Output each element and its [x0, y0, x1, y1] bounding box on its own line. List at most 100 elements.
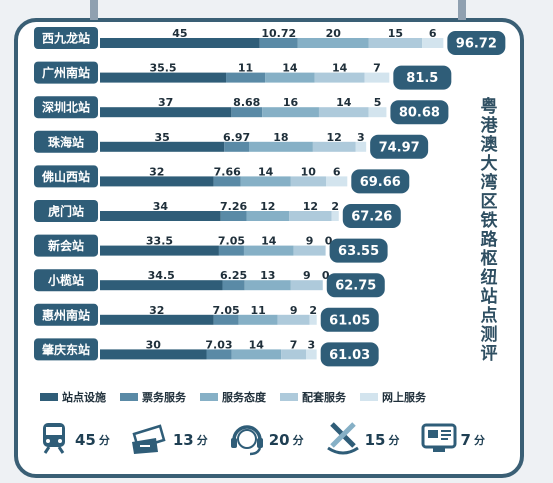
bar-segment: [262, 107, 319, 118]
bar-value-label: 33.5: [146, 235, 173, 248]
total-value: 69.66: [360, 175, 401, 190]
legend: 站点设施 票务服务 服务态度 配套服务 网上服务: [40, 389, 426, 405]
legend-label: 票务服务: [142, 391, 186, 404]
bar-segment: [100, 38, 260, 48]
web-icon: [420, 420, 458, 460]
bar-value-label: 14: [261, 235, 277, 248]
total-badge: [393, 65, 452, 90]
bar-value-label: 12: [303, 200, 318, 213]
legend-swatch: [120, 393, 138, 401]
tickets-icon: [130, 420, 170, 460]
total-value: 61.03: [329, 348, 370, 363]
station-label-bg: [34, 130, 98, 153]
bar-value-label: 9: [306, 235, 314, 248]
bar-segment: [100, 176, 214, 187]
total-badge: [342, 204, 401, 228]
station-label-bg: [34, 165, 98, 188]
total-value: 67.26: [351, 210, 392, 225]
bar-segment: [325, 176, 348, 187]
bar-value-label: 13: [260, 269, 275, 282]
station-label: 佛山西站: [41, 169, 90, 184]
bar-value-label: 12: [260, 200, 275, 213]
bar-value-label: 14: [249, 338, 265, 351]
total-value: 74.97: [379, 140, 420, 155]
station-label: 西九龙站: [42, 31, 90, 46]
bar-segment: [422, 38, 444, 48]
bar-value-label: 34.5: [148, 269, 175, 282]
bar-segment: [226, 72, 266, 83]
total-badge: [329, 238, 388, 263]
bar-segment: [231, 107, 263, 118]
bar-segment: [100, 245, 219, 256]
bar-value-label: 35.5: [149, 62, 176, 75]
bar-value-label: 12: [327, 131, 342, 144]
max-score-item: 20 分: [228, 420, 304, 460]
headset-icon: [228, 420, 266, 460]
bar-value-label: 35: [154, 131, 169, 144]
bar-segment: [100, 141, 225, 152]
station-label: 深圳北站: [42, 100, 90, 115]
bar-segment: [220, 211, 247, 221]
bar-value-label: 0: [325, 235, 333, 248]
frame-tab-right: [458, 0, 466, 20]
total-badge: [351, 169, 410, 194]
bar-value-label: 2: [331, 200, 339, 213]
bar-segment: [100, 72, 227, 83]
bar-segment: [100, 280, 223, 291]
bar-value-label: 37: [158, 96, 173, 109]
bar-value-label: 7.66: [214, 165, 241, 178]
max-score-unit: 分: [292, 434, 304, 447]
legend-item: 服务态度: [200, 389, 266, 405]
total-value: 96.72: [456, 37, 497, 52]
legend-swatch: [280, 393, 298, 401]
station-label-bg: [34, 338, 98, 361]
legend-swatch: [360, 393, 378, 401]
legend-swatch: [200, 393, 218, 401]
bar-value-label: 14: [258, 165, 274, 178]
bar-segment: [240, 176, 291, 187]
legend-label: 配套服务: [302, 391, 346, 404]
bar-segment: [314, 72, 365, 83]
bar-value-label: 9: [303, 269, 311, 282]
legend-item: 网上服务: [360, 389, 426, 405]
legend-item: 站点设施: [40, 389, 106, 405]
bar-segment: [277, 314, 310, 325]
station-label: 虎门站: [48, 204, 84, 219]
bar-segment: [246, 211, 290, 221]
bar-value-label: 2: [309, 304, 317, 317]
legend-swatch: [40, 393, 58, 401]
station-label-bg: [34, 303, 98, 326]
total-badge: [447, 31, 506, 55]
bar-segment: [206, 349, 232, 360]
bar-segment: [265, 72, 315, 83]
total-value: 80.68: [399, 106, 440, 121]
bar-segment: [231, 349, 282, 360]
bar-segment: [312, 141, 356, 152]
total-value: 81.5: [406, 71, 438, 86]
bar-value-label: 14: [282, 62, 298, 75]
frame-tab-left: [90, 0, 98, 20]
station-label-bg: [34, 234, 98, 257]
tools-icon: [324, 420, 362, 460]
train-icon: [36, 420, 72, 460]
bar-value-label: 7.03: [205, 338, 232, 351]
max-score-value: 20: [268, 431, 290, 449]
bar-segment: [243, 245, 294, 256]
bar-value-label: 6: [429, 27, 437, 40]
total-value: 61.05: [329, 313, 370, 328]
bar-value-label: 32: [149, 304, 164, 317]
max-score-item: 45 分: [36, 420, 110, 460]
bar-value-label: 6.25: [220, 269, 247, 282]
max-score-value: 45: [75, 431, 96, 449]
bar-segment: [318, 107, 369, 118]
bar-value-label: 9: [290, 304, 298, 317]
bar-value-label: 16: [283, 96, 299, 109]
bar-segment: [259, 38, 298, 48]
max-score-unit: 分: [98, 434, 110, 447]
station-label-bg: [34, 96, 98, 119]
bar-value-label: 30: [146, 338, 162, 351]
total-badge: [390, 100, 449, 125]
bar-segment: [355, 141, 367, 152]
